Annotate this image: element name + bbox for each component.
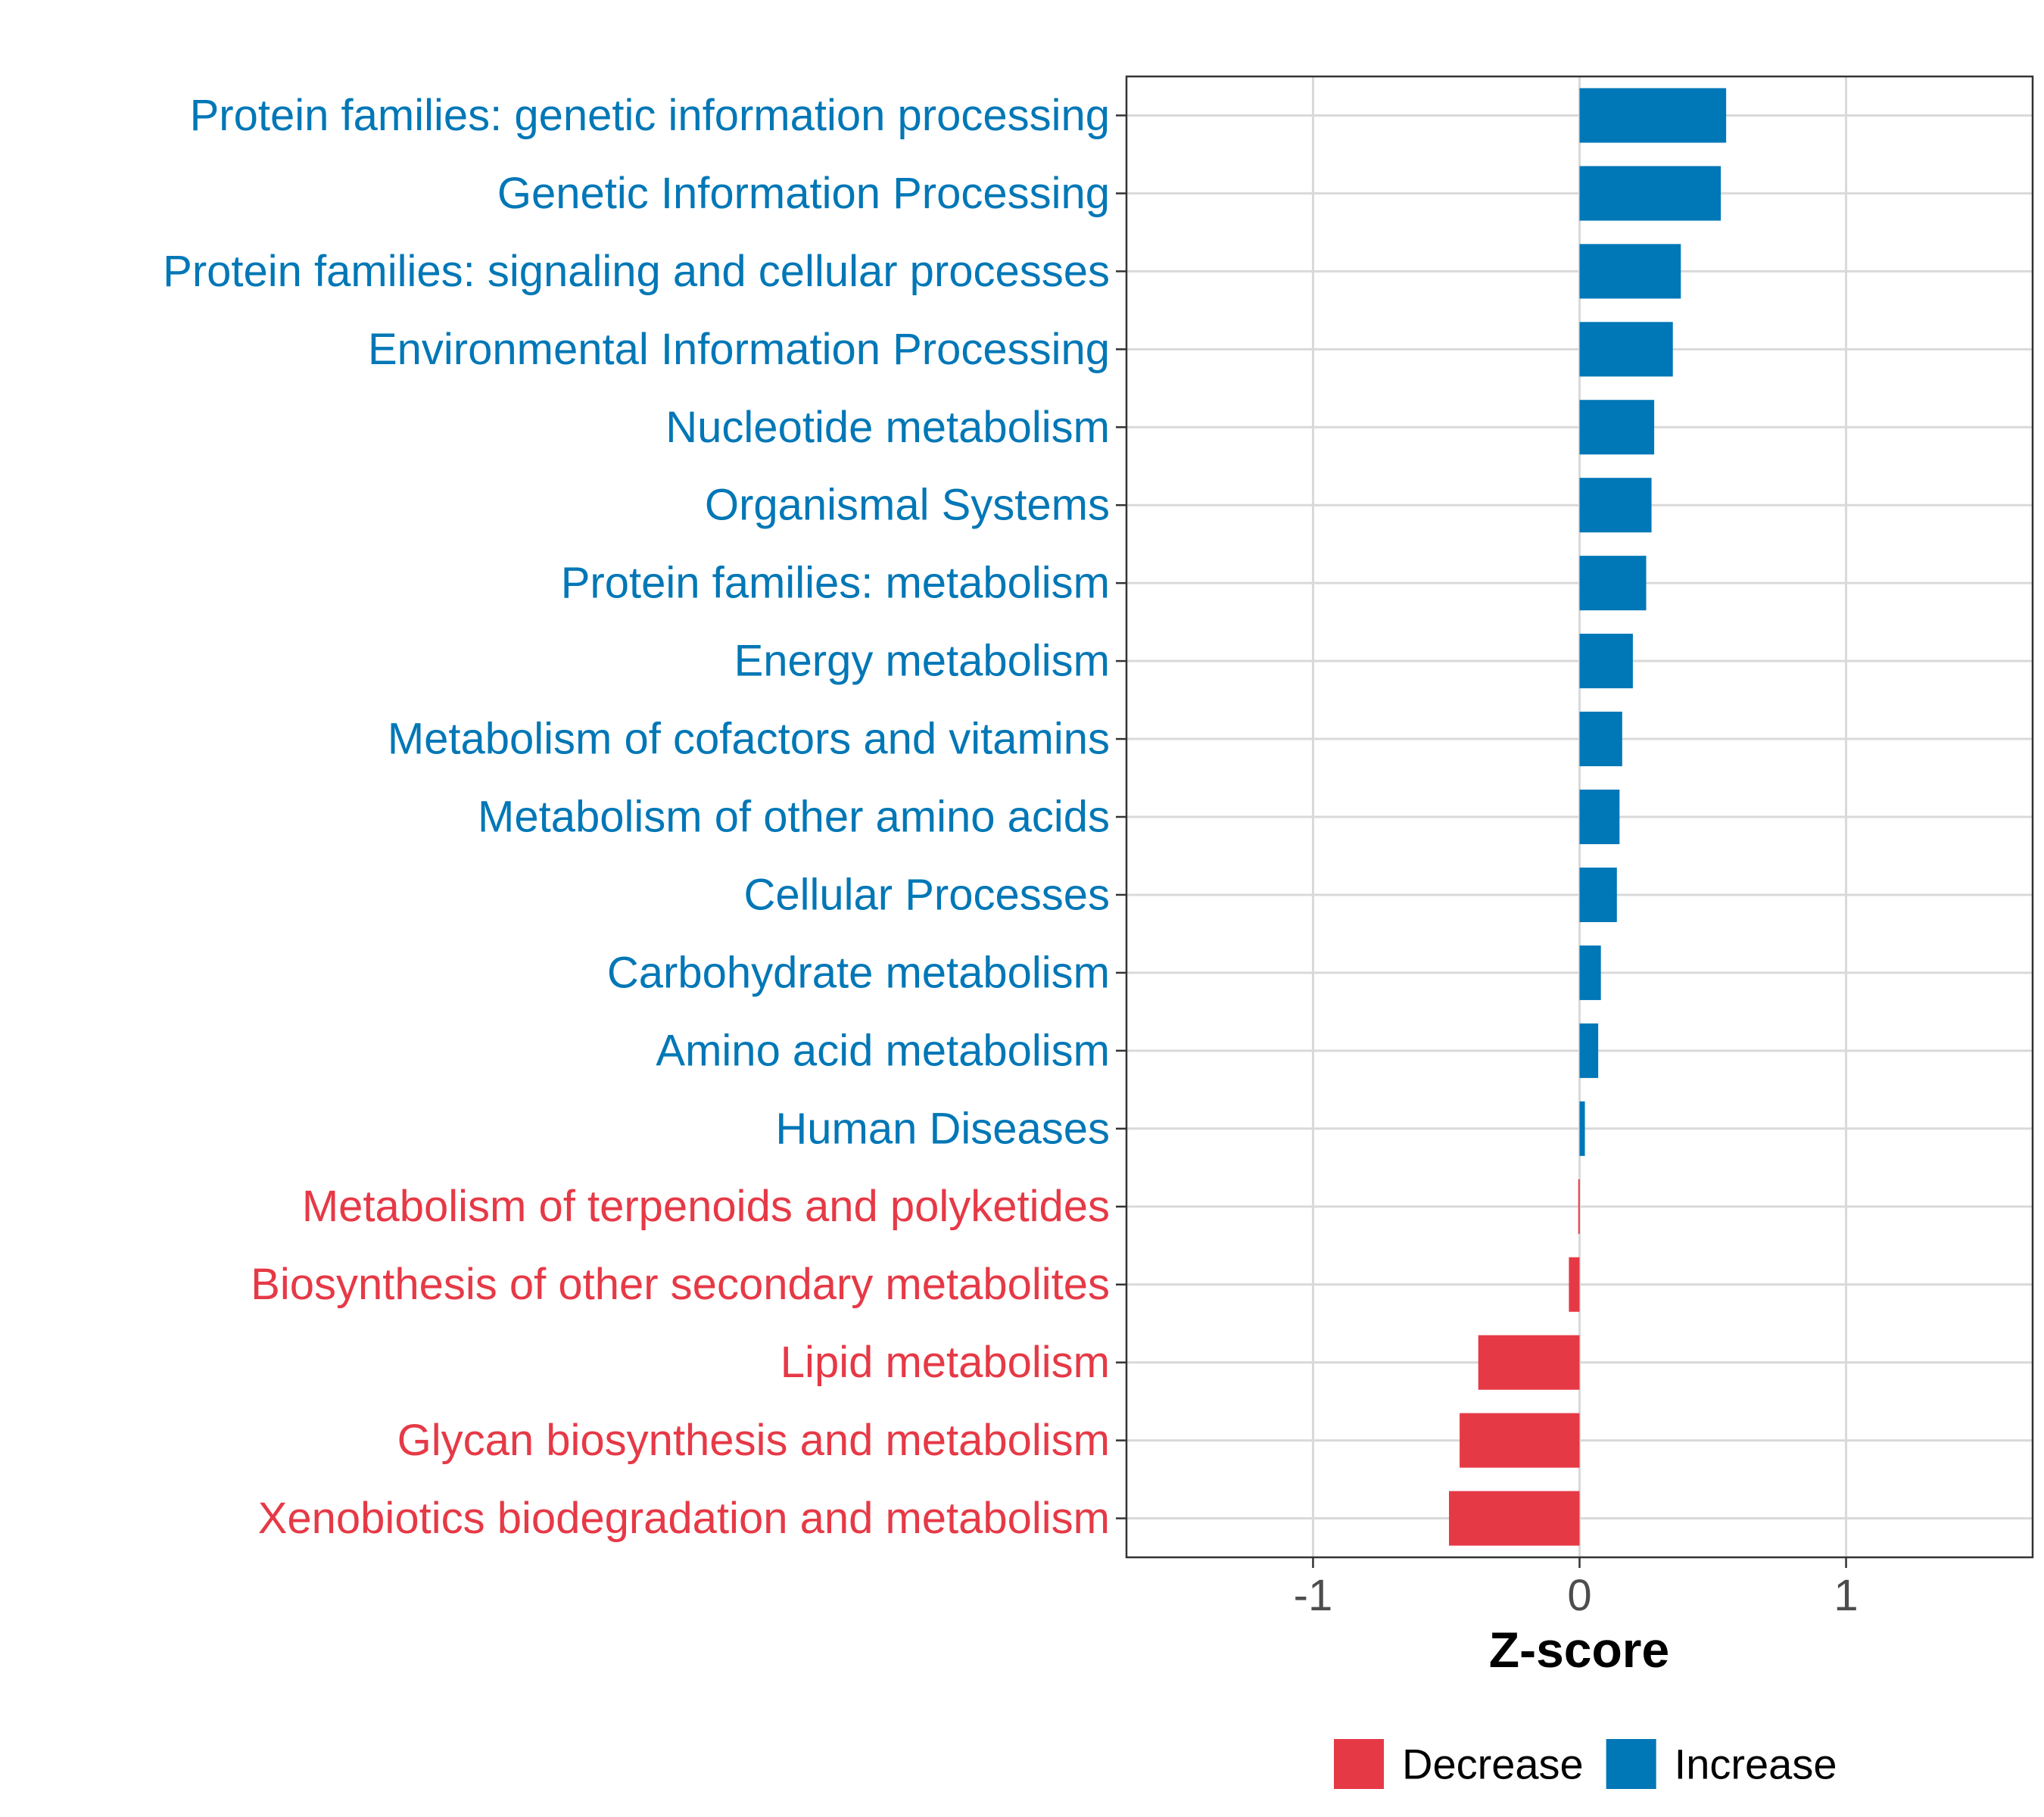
category-label: Carbohydrate metabolism bbox=[607, 948, 1110, 997]
category-label: Metabolism of other amino acids bbox=[478, 793, 1110, 842]
bar bbox=[1579, 400, 1655, 455]
bar bbox=[1579, 166, 1722, 221]
legend-label: Decrease bbox=[1402, 1741, 1584, 1788]
category-label: Genetic Information Processing bbox=[497, 169, 1110, 218]
bar bbox=[1569, 1257, 1580, 1312]
bar bbox=[1579, 1023, 1599, 1078]
category-label: Energy metabolism bbox=[734, 637, 1110, 686]
category-label: Environmental Information Processing bbox=[368, 325, 1110, 374]
category-label: Biosynthesis of other secondary metaboli… bbox=[251, 1260, 1110, 1309]
bar bbox=[1448, 1491, 1580, 1546]
legend-label: Increase bbox=[1675, 1741, 1837, 1788]
bar bbox=[1579, 1101, 1585, 1156]
bar bbox=[1579, 789, 1620, 845]
legend-swatch bbox=[1606, 1739, 1656, 1789]
legend: Decrease Increase bbox=[1334, 1739, 1837, 1789]
category-label: Metabolism of terpenoids and polyketides bbox=[302, 1182, 1110, 1231]
bar bbox=[1579, 945, 1601, 1000]
bar bbox=[1579, 244, 1681, 299]
y-axis-labels: Protein families: genetic information pr… bbox=[163, 91, 1110, 1543]
category-label: Organismal Systems bbox=[705, 481, 1110, 530]
category-label: Glycan biosynthesis and metabolism bbox=[397, 1416, 1110, 1465]
x-tick-label: -1 bbox=[1294, 1571, 1333, 1620]
x-axis-ticks: -1 0 1 bbox=[1294, 1557, 1859, 1620]
category-label: Nucleotide metabolism bbox=[665, 403, 1110, 452]
category-label: Protein families: genetic information pr… bbox=[190, 91, 1110, 140]
bar bbox=[1478, 1335, 1580, 1390]
bar bbox=[1579, 88, 1727, 143]
category-label: Lipid metabolism bbox=[781, 1338, 1110, 1387]
x-tick-label: 0 bbox=[1567, 1571, 1591, 1620]
category-label: Xenobiotics biodegradation and metabolis… bbox=[258, 1494, 1110, 1543]
y-axis-ticks bbox=[1116, 114, 1126, 1519]
category-label: Human Diseases bbox=[775, 1104, 1110, 1153]
x-tick-label: 1 bbox=[1834, 1571, 1858, 1620]
bar bbox=[1578, 1179, 1580, 1234]
bar bbox=[1579, 322, 1673, 377]
bar bbox=[1579, 634, 1633, 689]
bar bbox=[1579, 556, 1647, 611]
category-label: Amino acid metabolism bbox=[656, 1026, 1110, 1075]
bar bbox=[1579, 867, 1617, 922]
category-label: Protein families: signaling and cellular… bbox=[163, 247, 1110, 296]
category-label: Metabolism of cofactors and vitamins bbox=[388, 715, 1110, 764]
category-label: Protein families: metabolism bbox=[561, 559, 1110, 608]
legend-swatch bbox=[1334, 1739, 1384, 1789]
bar bbox=[1579, 478, 1652, 533]
x-axis-title: Z-score bbox=[1489, 1622, 1669, 1678]
bar bbox=[1579, 712, 1622, 767]
bars bbox=[1448, 88, 1727, 1546]
bar bbox=[1460, 1413, 1580, 1468]
category-label: Cellular Processes bbox=[743, 870, 1110, 919]
